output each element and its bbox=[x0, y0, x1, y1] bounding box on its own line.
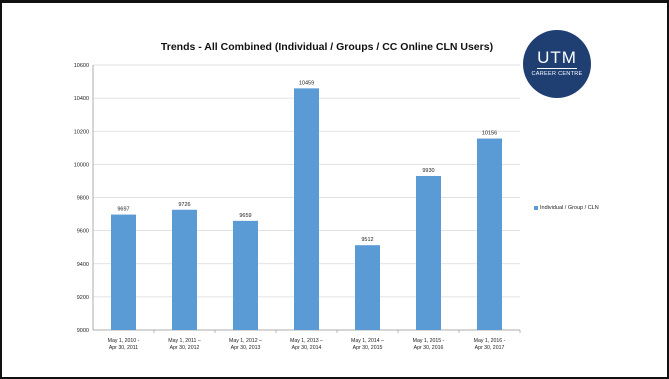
bar bbox=[416, 176, 441, 330]
x-tick-label: May 1, 2011 – bbox=[168, 338, 201, 344]
data-label: 9930 bbox=[422, 168, 434, 174]
x-tick-label: Apr 30, 2013 bbox=[231, 345, 261, 351]
y-tick-label: 9800 bbox=[77, 196, 89, 202]
y-tick-label: 9000 bbox=[77, 328, 89, 334]
bar bbox=[111, 215, 136, 330]
bar bbox=[477, 139, 502, 330]
data-label: 9512 bbox=[361, 237, 373, 243]
y-tick-label: 10000 bbox=[74, 162, 89, 168]
bar bbox=[294, 88, 319, 330]
data-label: 9659 bbox=[239, 213, 251, 219]
x-tick-label: Apr 30, 2014 bbox=[292, 345, 322, 351]
bar bbox=[355, 245, 380, 330]
bar bbox=[233, 221, 258, 330]
x-tick-label: Apr 30, 2011 bbox=[109, 345, 138, 351]
x-tick-label: May 1, 2016 - bbox=[474, 338, 506, 344]
y-tick-label: 10200 bbox=[74, 129, 89, 135]
x-tick-label: Apr 30, 2012 bbox=[170, 345, 200, 351]
data-label: 10156 bbox=[482, 131, 497, 137]
x-tick-label: May 1, 2015 - bbox=[413, 338, 445, 344]
bar bbox=[172, 210, 197, 330]
x-tick-label: May 1, 2012 – bbox=[229, 338, 262, 344]
data-label: 9726 bbox=[178, 202, 190, 208]
data-label: 9697 bbox=[117, 207, 129, 213]
x-tick-label: May 1, 2014 – bbox=[351, 338, 384, 344]
x-tick-label: Apr 30, 2017 bbox=[475, 345, 505, 351]
x-tick-label: Apr 30, 2016 bbox=[414, 345, 444, 351]
x-tick-label: Apr 30, 2015 bbox=[353, 345, 383, 351]
y-tick-label: 10600 bbox=[74, 63, 89, 69]
data-label: 10459 bbox=[299, 80, 314, 86]
y-tick-label: 10400 bbox=[74, 96, 89, 102]
x-tick-label: May 1, 2013 – bbox=[290, 338, 323, 344]
y-tick-label: 9200 bbox=[77, 295, 89, 301]
x-tick-label: May 1, 2010 - bbox=[108, 338, 140, 344]
y-tick-label: 9400 bbox=[77, 262, 89, 268]
y-tick-label: 9600 bbox=[77, 229, 89, 235]
